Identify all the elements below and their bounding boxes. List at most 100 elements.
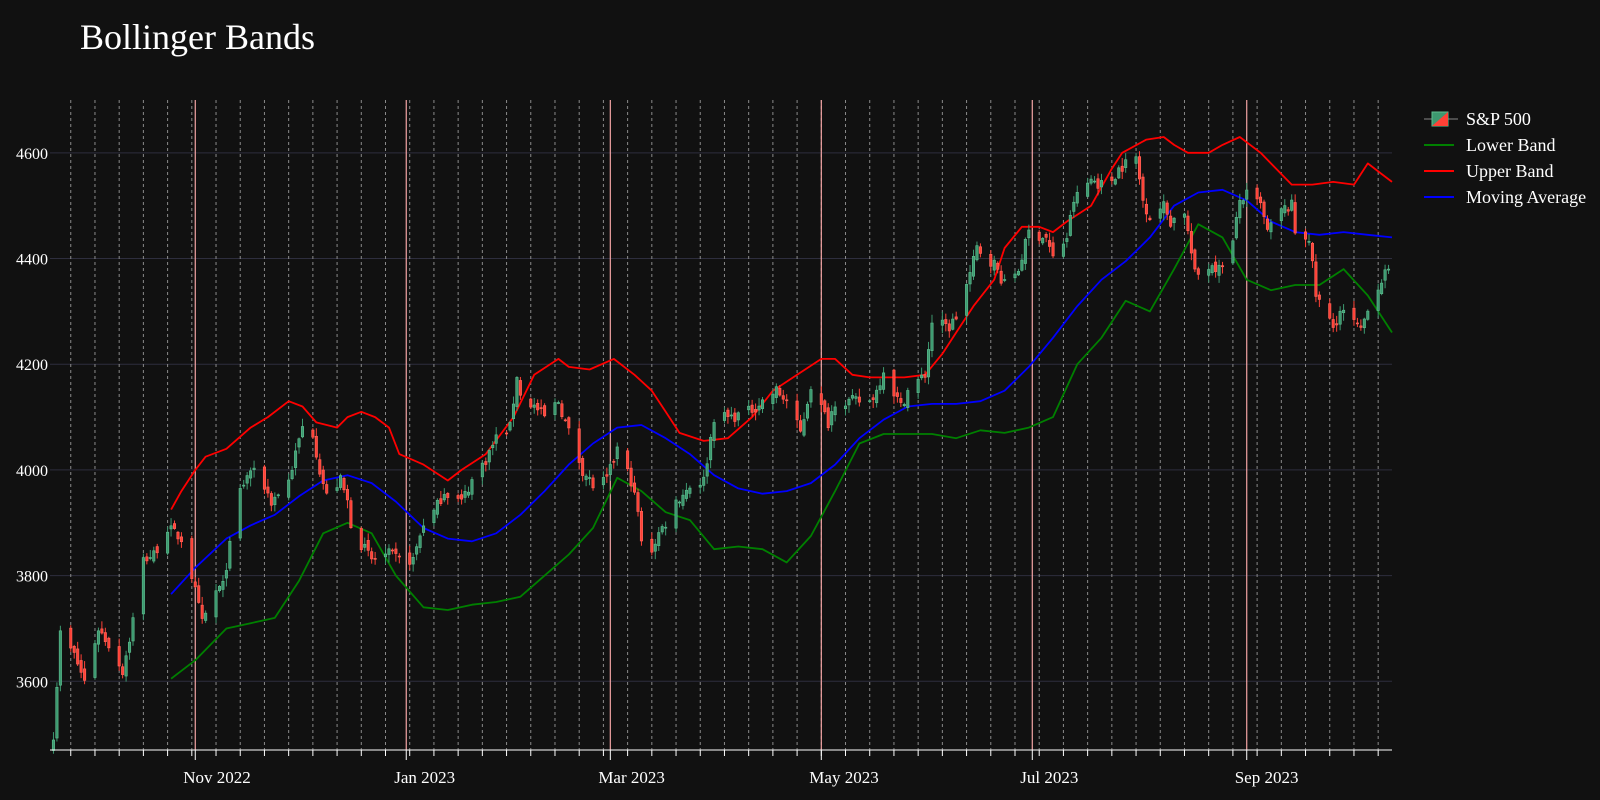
candle-body xyxy=(217,586,221,592)
candle-body xyxy=(262,466,266,490)
candle-body xyxy=(1355,322,1359,325)
legend-item-sp500[interactable]: S&P 500 xyxy=(1424,106,1586,132)
candle-body xyxy=(491,444,495,449)
candle-body xyxy=(238,488,242,539)
candle-body xyxy=(1113,179,1117,185)
candle-body xyxy=(722,412,726,421)
candle-body xyxy=(857,396,861,403)
candle-body xyxy=(466,491,471,496)
candle-body xyxy=(1065,238,1069,242)
candle-body xyxy=(1061,243,1065,257)
legend[interactable]: S&P 500 Lower Band Upper Band Moving Ave… xyxy=(1424,106,1586,210)
candle-body xyxy=(1003,279,1007,281)
chart-title: Bollinger Bands xyxy=(80,17,315,57)
candle-body xyxy=(383,553,388,558)
candle-body xyxy=(536,403,540,411)
candle-body xyxy=(224,570,228,579)
legend-item-moving-average[interactable]: Moving Average xyxy=(1424,184,1586,210)
candle-body xyxy=(823,400,827,413)
candle-body xyxy=(1051,242,1055,257)
candle-body xyxy=(432,509,436,523)
candle-body xyxy=(608,464,612,475)
candle-body xyxy=(1048,240,1052,247)
candle-body xyxy=(318,459,322,475)
candle-body xyxy=(882,372,886,390)
candle-body xyxy=(442,494,446,501)
candle-body xyxy=(1286,209,1290,212)
candle-body xyxy=(581,458,585,476)
candlestick-series[interactable] xyxy=(51,151,1391,754)
candle-body xyxy=(373,558,377,560)
candle-body xyxy=(1148,217,1152,221)
candle-body xyxy=(1096,178,1100,189)
candle-body xyxy=(1196,268,1200,275)
candle-body xyxy=(1352,307,1356,320)
candle-body xyxy=(200,604,204,619)
candle-body xyxy=(1314,261,1318,297)
candle-body xyxy=(1023,239,1027,264)
y-tick-label: 4600 xyxy=(16,146,48,163)
candle-body xyxy=(1387,268,1391,271)
candle-body xyxy=(809,389,813,403)
x-tick-label: Sep 2023 xyxy=(1235,768,1299,787)
candle-body xyxy=(927,349,931,378)
candle-body xyxy=(639,511,643,542)
candle-body xyxy=(58,630,62,686)
line-green-icon xyxy=(1424,144,1454,146)
y-tick-label: 3600 xyxy=(16,674,48,691)
candle-body xyxy=(684,489,688,499)
candle-body xyxy=(605,474,609,477)
candle-body xyxy=(1221,265,1225,268)
candle-body xyxy=(179,536,183,543)
candle-body xyxy=(124,655,128,677)
candle-body xyxy=(422,525,426,533)
candle-body xyxy=(556,402,560,404)
candle-body xyxy=(1255,187,1259,200)
candle-body xyxy=(266,486,270,494)
candle-body xyxy=(297,438,301,448)
candle-body xyxy=(276,494,280,497)
candle-body xyxy=(242,484,246,487)
candle-body xyxy=(439,498,443,504)
candle-body xyxy=(148,557,152,559)
candle-body xyxy=(359,528,363,550)
candle-body xyxy=(674,499,678,529)
candle-body xyxy=(311,429,315,438)
candlestick-icon xyxy=(1424,111,1458,127)
y-tick-label: 4400 xyxy=(16,252,48,269)
candle-body xyxy=(999,270,1003,284)
candle-body xyxy=(1110,176,1114,181)
candle-body xyxy=(1158,208,1162,219)
legend-label-upper-band: Upper Band xyxy=(1466,160,1554,181)
candle-body xyxy=(1234,217,1238,239)
candle-body xyxy=(245,475,249,484)
legend-label-sp500: S&P 500 xyxy=(1466,108,1531,129)
candle-body xyxy=(169,525,173,530)
candle-body xyxy=(55,687,59,739)
candle-body xyxy=(968,272,972,285)
candle-body xyxy=(415,546,419,555)
candle-body xyxy=(591,477,595,489)
upper-band-line xyxy=(170,136,1393,511)
candle-body xyxy=(1144,203,1148,215)
candle-body xyxy=(1335,323,1339,326)
candle-body xyxy=(612,461,616,463)
line-red-icon xyxy=(1424,170,1454,172)
candle-body xyxy=(868,400,872,402)
candle-body xyxy=(1359,325,1363,328)
candle-body xyxy=(100,628,104,634)
candle-body xyxy=(567,417,571,429)
candle-body xyxy=(705,463,709,477)
candle-body xyxy=(785,399,789,402)
candle-body xyxy=(93,643,97,678)
candle-body xyxy=(944,319,948,324)
candle-body xyxy=(470,479,474,495)
legend-item-lower-band[interactable]: Lower Band xyxy=(1424,132,1586,158)
candle-body xyxy=(712,422,716,441)
month-separators xyxy=(194,100,1248,750)
candle-body xyxy=(819,393,823,405)
candle-body xyxy=(294,450,298,468)
candle-body xyxy=(173,523,177,529)
legend-item-upper-band[interactable]: Upper Band xyxy=(1424,158,1586,184)
